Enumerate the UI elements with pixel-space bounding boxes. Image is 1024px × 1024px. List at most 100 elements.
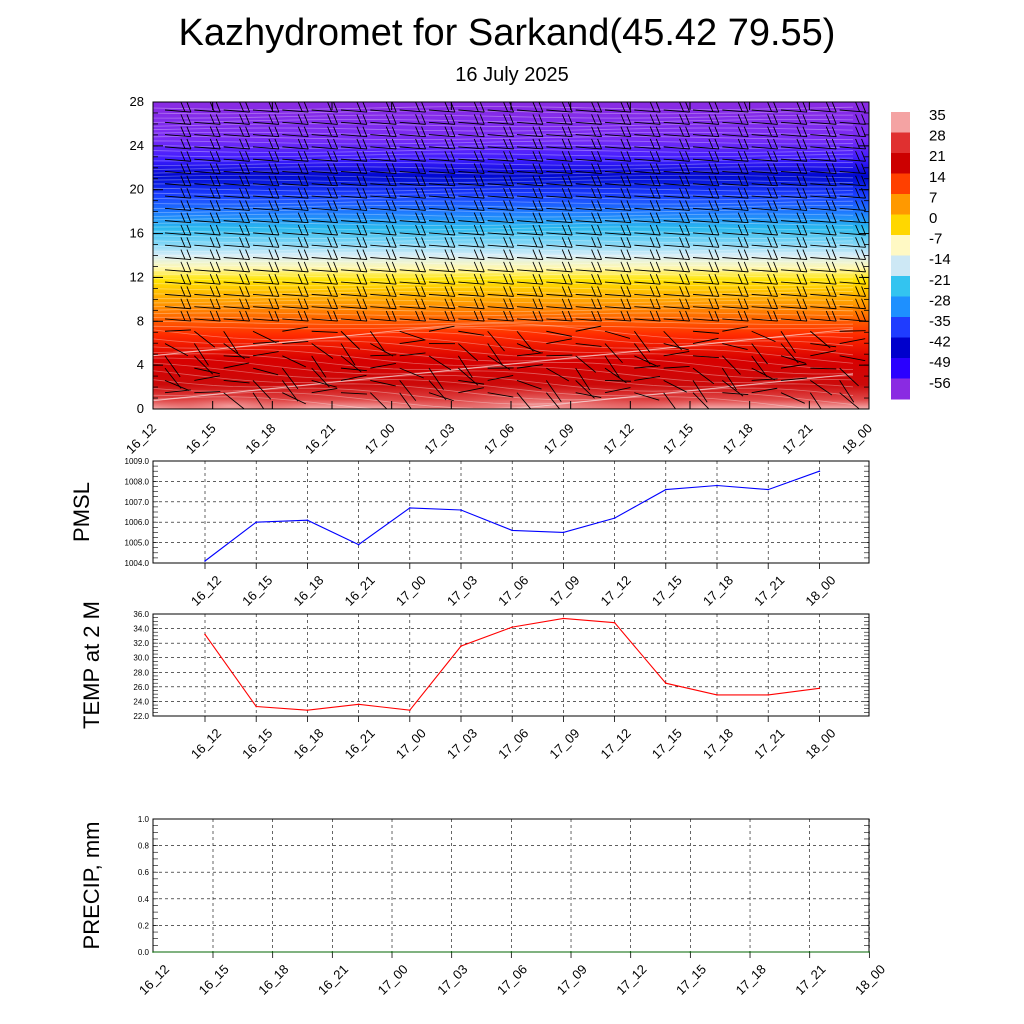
wind-barb-shaft — [252, 380, 272, 400]
wind-barb-feather — [239, 126, 244, 137]
heatmap-x-tick-label: 16_12 — [123, 421, 159, 457]
wind-barb-shaft — [399, 146, 426, 150]
panel-temp-x-tick-label: 17_18 — [700, 726, 736, 762]
wind-barb-feather — [825, 102, 831, 112]
wind-barb-shaft — [604, 367, 627, 384]
wind-barb-feather — [415, 114, 420, 125]
wind-barb-shaft — [223, 331, 239, 354]
wind-barb-shaft — [399, 232, 426, 236]
heatmap-contour-line — [153, 187, 854, 192]
wind-barb-feather — [450, 151, 456, 162]
wind-barb-feather — [767, 175, 772, 186]
heatmap-contour-line — [153, 379, 854, 396]
wind-barb-shaft — [546, 338, 572, 344]
colorbar-label: -42 — [929, 334, 951, 351]
colorbar-label: -49 — [929, 354, 951, 371]
wind-barb-feather — [649, 237, 655, 247]
wind-barb-shaft — [458, 109, 485, 113]
wind-barb-shaft — [575, 134, 602, 138]
wind-barb-feather — [773, 200, 779, 211]
wind-barb-feather — [186, 273, 192, 285]
wind-barb-feather — [385, 286, 391, 297]
wind-barb-feather — [538, 249, 544, 260]
wind-barb-shaft — [634, 232, 661, 236]
wind-barb-shaft — [839, 380, 855, 403]
wind-barb-shaft — [516, 293, 543, 297]
wind-barb-feather — [685, 138, 691, 150]
wind-barb-shaft — [399, 109, 426, 113]
wind-barb-feather — [245, 163, 251, 174]
wind-barb-feather — [737, 151, 743, 161]
wind-barb-feather — [796, 114, 802, 125]
wind-barb-shaft — [311, 183, 338, 187]
wind-barb-feather — [385, 224, 391, 235]
wind-barb-shaft — [575, 195, 602, 199]
panel-precip-y-tick-label: 0.4 — [138, 895, 150, 904]
wind-barb-shaft — [516, 195, 543, 199]
wind-barb-feather — [743, 286, 749, 297]
wind-barb-shaft — [428, 269, 455, 273]
panel-temp-data-point — [409, 709, 411, 711]
wind-barb-feather — [327, 126, 332, 137]
wind-barb-shaft — [340, 343, 356, 366]
heatmap-contour-line — [153, 222, 854, 226]
wind-barb-feather — [620, 187, 626, 198]
wind-barb-feather — [597, 261, 603, 273]
wind-barb-shaft — [604, 109, 631, 113]
wind-barb-feather — [831, 102, 837, 113]
wind-barb-shaft — [223, 109, 250, 113]
wind-barb-shaft — [780, 121, 807, 125]
wind-barb-feather — [743, 310, 749, 322]
wind-barb-feather — [802, 187, 808, 199]
wind-barb-shaft — [722, 355, 741, 375]
heatmap-contour-line — [153, 370, 854, 388]
wind-barb-shaft — [751, 281, 778, 285]
wind-barb-feather — [415, 175, 420, 186]
wind-barb-feather — [297, 224, 303, 235]
wind-barb-feather — [391, 102, 397, 113]
panel-temp-data-point — [562, 617, 565, 620]
wind-barb-feather — [180, 138, 186, 149]
panel-temp-x-tick-label: 17_12 — [598, 726, 634, 762]
wind-barb-shaft — [311, 244, 338, 248]
wind-barb-feather — [327, 310, 332, 321]
heatmap-contour-line — [153, 361, 854, 379]
wind-barb-feather — [737, 200, 743, 211]
wind-barb-shaft — [399, 281, 426, 285]
wind-barb-feather — [333, 237, 339, 248]
wind-barb-shaft — [311, 318, 338, 322]
wind-barb-shaft — [281, 367, 299, 390]
wind-barb-feather — [444, 249, 450, 260]
wind-barb-feather — [297, 187, 303, 198]
wind-barb-feather — [620, 126, 626, 137]
wind-barb-feather — [743, 273, 749, 285]
wind-barb-feather — [356, 261, 362, 272]
wind-barb-feather — [773, 224, 779, 236]
panel-precip-y-tick-label: 0.6 — [138, 868, 150, 877]
panel-temp-data-point — [511, 626, 513, 628]
wind-barb-shaft — [458, 207, 485, 211]
wind-barb-feather — [591, 249, 596, 260]
wind-barb-feather — [479, 237, 485, 248]
heatmap-contour-line — [153, 260, 854, 265]
heatmap-y-tick-label: 24 — [130, 138, 144, 153]
wind-barb-shaft — [282, 109, 309, 113]
wind-barb-feather — [356, 187, 362, 198]
wind-barb-shaft — [663, 220, 690, 224]
wind-barb-feather — [561, 187, 567, 198]
wind-barb-shaft — [546, 195, 573, 199]
wind-barb-feather — [274, 163, 280, 174]
heatmap-contour-line — [153, 114, 854, 119]
wind-barb-feather — [274, 298, 280, 309]
panel-precip-y-tick-label: 0.8 — [138, 842, 150, 851]
wind-barb-feather — [831, 200, 837, 211]
wind-barb-feather — [567, 298, 573, 309]
wind-barb-shaft — [370, 121, 397, 125]
wind-barb-shaft — [663, 134, 690, 138]
wind-barb-feather — [450, 175, 456, 186]
wind-barb-shaft — [634, 365, 661, 369]
panel-precip-x-tick-label: 16_18 — [255, 962, 291, 998]
wind-barb-feather — [356, 175, 362, 186]
wind-barb-feather — [450, 224, 456, 236]
wind-barb-shaft — [164, 220, 191, 224]
